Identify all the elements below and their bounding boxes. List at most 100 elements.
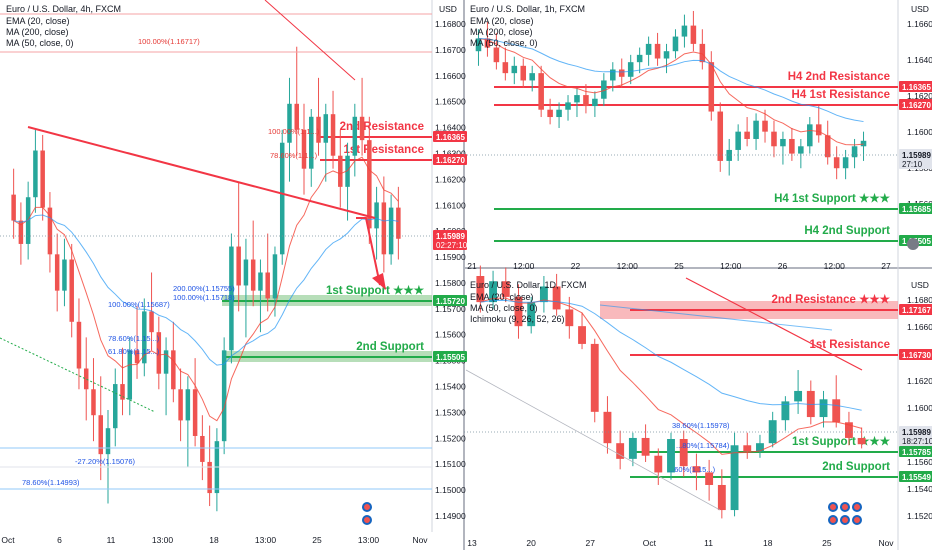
h4-arrow-head (372, 273, 386, 290)
panel-d1-x-tick: Oct (643, 538, 657, 548)
panel-h1-candle-body (574, 95, 580, 103)
panel-d1-x-tick: 27 (586, 538, 596, 548)
panel-h1-candle-body (627, 62, 634, 77)
panel-h4-candle-body (207, 461, 212, 494)
panel-h4-y-tick: 1.16100 (435, 200, 466, 210)
panel-h1-candle-body (789, 138, 795, 154)
panel-h4-candle-body (221, 350, 227, 442)
panel-h1-candle-body (842, 157, 849, 169)
panel-d1-candle-body (794, 390, 803, 402)
panel-h1-candle-body (672, 36, 679, 52)
panel-d1-candle-body (501, 281, 510, 297)
panel-d1-candle-body (603, 411, 612, 444)
panel-d1-candle-body (844, 422, 853, 438)
panel-h4-y-tick: 1.15000 (435, 485, 466, 495)
panel-h4-candle-body (185, 389, 191, 421)
panel-h1-x-tick: 22 (571, 261, 581, 271)
panel-h4-candle-body (40, 150, 45, 208)
panel-d1-y-tick: 1.16200 (907, 376, 932, 386)
panel-h1-candle-body (538, 73, 544, 110)
panel-d1-currency: USD (911, 280, 929, 290)
h4-fib-e: 100.00%(1.15718) (173, 293, 235, 302)
panel-d1-price-tag: 1.16730 (902, 351, 931, 360)
panel-h1-level-label: H4 1st Resistance (792, 89, 890, 101)
panel-h4-candle-body (98, 415, 103, 455)
panel-d1-price-tag-bg (899, 426, 932, 446)
panel-h4-y-tick: 1.15800 (435, 278, 466, 288)
d1-fib-c: ...60%(1.15...) (668, 465, 716, 474)
panel-h4-candle-body (258, 272, 263, 291)
panel-h4-legend-item: MA (50, close, 0) (6, 38, 74, 48)
d1-fib-a: 38.60%(1.15978) (672, 421, 730, 430)
panel-h1-x-tick: 27 (881, 261, 891, 271)
panel-h4-price-tag-bg (433, 230, 467, 250)
panel-h4-x-tick: Nov (412, 535, 428, 545)
panel-d1-legend-item: Ichimoku (9, 26, 52, 26) (470, 314, 565, 324)
panel-h1-ema-line (478, 37, 864, 146)
panel-d1-candle-body (616, 443, 625, 459)
panel-h1-candle-body (583, 95, 589, 107)
panel-h1-x-tick: 25 (674, 261, 684, 271)
panel-h1-candle-body (753, 120, 759, 139)
panel-h4-candle-body (178, 389, 183, 421)
panel-h1-candle-body (717, 111, 724, 161)
h4-arrow-line (356, 217, 381, 286)
panel-h1-level-label: H4 1st Support ★★★ (774, 192, 891, 205)
panel-h1-legend-item: MA (200, close) (470, 27, 533, 37)
panel-h1-candle-body (824, 135, 831, 158)
panel-h1-x-tick: 12:00 (513, 261, 535, 271)
panel-h1-level-label: H4 2nd Resistance (788, 71, 890, 83)
h4-fib-h-label: 78.60%(1.14993) (22, 478, 80, 487)
panel-h1-candle-body (502, 62, 509, 74)
d1-event-flag-icon-inner (854, 517, 860, 523)
panel-h4-candle-body (62, 259, 67, 291)
panel-d1-x-tick: 25 (822, 538, 832, 548)
h4-dotted-trend (0, 337, 156, 413)
panel-h4-legend-item: EMA (20, close) (6, 16, 70, 26)
panel-d1-candle-body (476, 276, 485, 303)
panel-h4-candle-body (134, 350, 140, 364)
panel-d1-title: Euro / U.S. Dollar, 1D, FXCM (470, 280, 587, 290)
panel-d1-x-tick: 18 (763, 538, 773, 548)
panel-h4-candle-body (388, 207, 394, 255)
panel-h4-candle-body (345, 155, 350, 187)
panel-h1-candle-body (529, 73, 535, 81)
panel-d1-price-tag-bg (899, 446, 932, 457)
panel-h1-candle-body (762, 120, 768, 132)
panel-d1-candle-body (730, 445, 739, 511)
panel-d1-legend-item: EMA (20, close) (470, 292, 534, 302)
panel-h1-candle-body (699, 43, 706, 63)
panel-h4-candle-body (83, 368, 89, 390)
d1-event-flag-icon-inner (830, 517, 836, 523)
panel-h4-candle-body (294, 103, 299, 130)
panel-h1-candle-body (610, 69, 616, 81)
panel-h4-legend-item: MA (200, close) (6, 27, 69, 37)
panel-h1-candle-body (520, 65, 527, 81)
panel-d1-candle-body (756, 443, 764, 452)
panel-d1-candle-body (705, 472, 714, 485)
panel-h1-price-tag: 1.16365 (902, 83, 931, 92)
h4-event-flag-icon-inner (364, 517, 370, 523)
panel-d1-y-tick: 1.15600 (907, 457, 932, 467)
panel-h4-y-tick: 1.15900 (435, 252, 466, 262)
panel-d1-candle-body (654, 455, 663, 473)
panel-h4-y-tick: 1.16600 (435, 71, 466, 81)
panel-h4-candle-body (301, 129, 307, 169)
panel-h4-currency: USD (439, 4, 457, 14)
panel-d1-candle-body (527, 302, 536, 327)
panel-d1-y-tick: 1.16800 (907, 295, 932, 305)
h4-fib-d: 200.00%(1.15755) (173, 284, 235, 293)
panel-h1-candle-body (851, 146, 858, 158)
panel-h4-x-tick: Oct (1, 535, 15, 545)
panel-h4-ma-line (13, 214, 399, 366)
panel-h4-price-tag-sub: 02:27:10 (436, 241, 468, 250)
panel-h1-legend-item: EMA (20, close) (470, 16, 534, 26)
panel-h1-candle-body (681, 25, 688, 37)
panel-d1-candle-body (552, 286, 561, 310)
panel-h4-x-tick: 11 (107, 535, 116, 545)
panel-h4-x-tick: 18 (209, 535, 219, 545)
panel-h1-level-label: H4 2nd Support (804, 225, 890, 237)
panel-h1-candle-body (493, 47, 500, 63)
panel-d1-price-tag: 1.17167 (902, 306, 931, 315)
